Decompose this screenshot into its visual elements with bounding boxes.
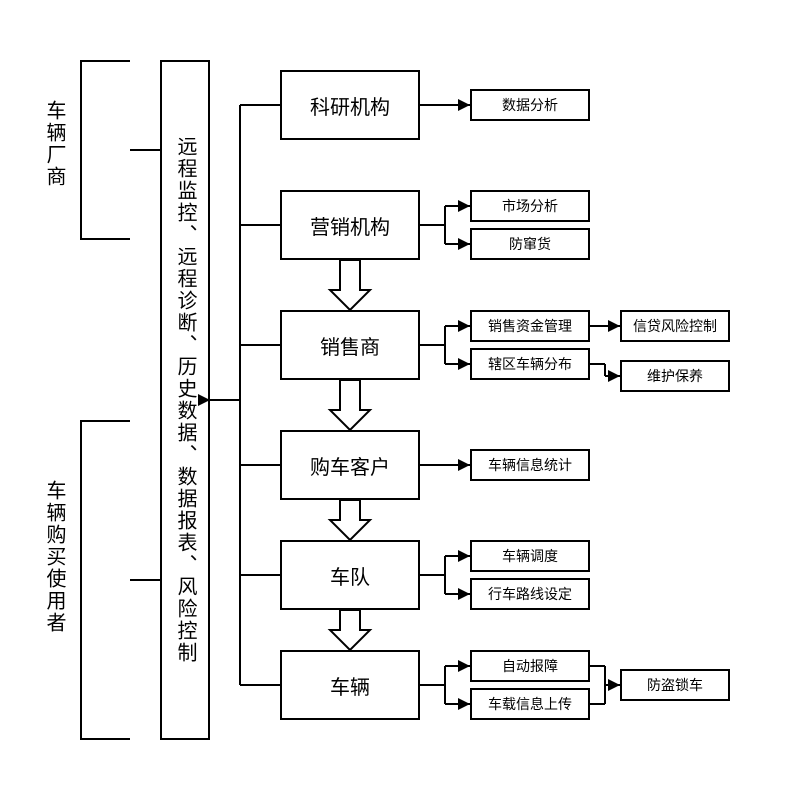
detail-data-analysis: 数据分析 — [470, 89, 590, 121]
node-vehicle: 车辆 — [280, 650, 420, 720]
detail-auto-fault: 自动报障 — [470, 650, 590, 682]
detail-credit-risk: 信贷风险控制 — [620, 310, 730, 342]
block-arrow-2 — [330, 380, 370, 430]
detail-maintenance: 维护保养 — [620, 360, 730, 392]
detail-anti-theft: 防盗锁车 — [620, 669, 730, 701]
block-arrow-4 — [330, 610, 370, 650]
node-dealer: 销售商 — [280, 310, 420, 380]
detail-route: 行车路线设定 — [470, 578, 590, 610]
detail-upload: 车载信息上传 — [470, 688, 590, 720]
detail-dispatch: 车辆调度 — [470, 540, 590, 572]
bracket-top — [80, 60, 130, 240]
node-customer: 购车客户 — [280, 430, 420, 500]
detail-area-vehicle: 辖区车辆分布 — [470, 348, 590, 380]
detail-market-analysis: 市场分析 — [470, 190, 590, 222]
detail-sales-fund: 销售资金管理 — [470, 310, 590, 342]
detail-anti-smuggling: 防窜货 — [470, 228, 590, 260]
node-fleet: 车队 — [280, 540, 420, 610]
center-column-text: 远程监控、远程诊断、历史数据、数据报表、风险控制 — [171, 136, 199, 664]
detail-vehicle-stats: 车辆信息统计 — [470, 449, 590, 481]
bracket-label-bottom: 车辆购买使用者 — [40, 480, 69, 634]
node-research: 科研机构 — [280, 70, 420, 140]
node-marketing: 营销机构 — [280, 190, 420, 260]
block-arrow-1 — [330, 260, 370, 310]
center-column: 远程监控、远程诊断、历史数据、数据报表、风险控制 — [160, 60, 210, 740]
bracket-label-top: 车辆厂商 — [40, 100, 69, 188]
bracket-bottom — [80, 420, 130, 740]
block-arrow-3 — [330, 500, 370, 540]
